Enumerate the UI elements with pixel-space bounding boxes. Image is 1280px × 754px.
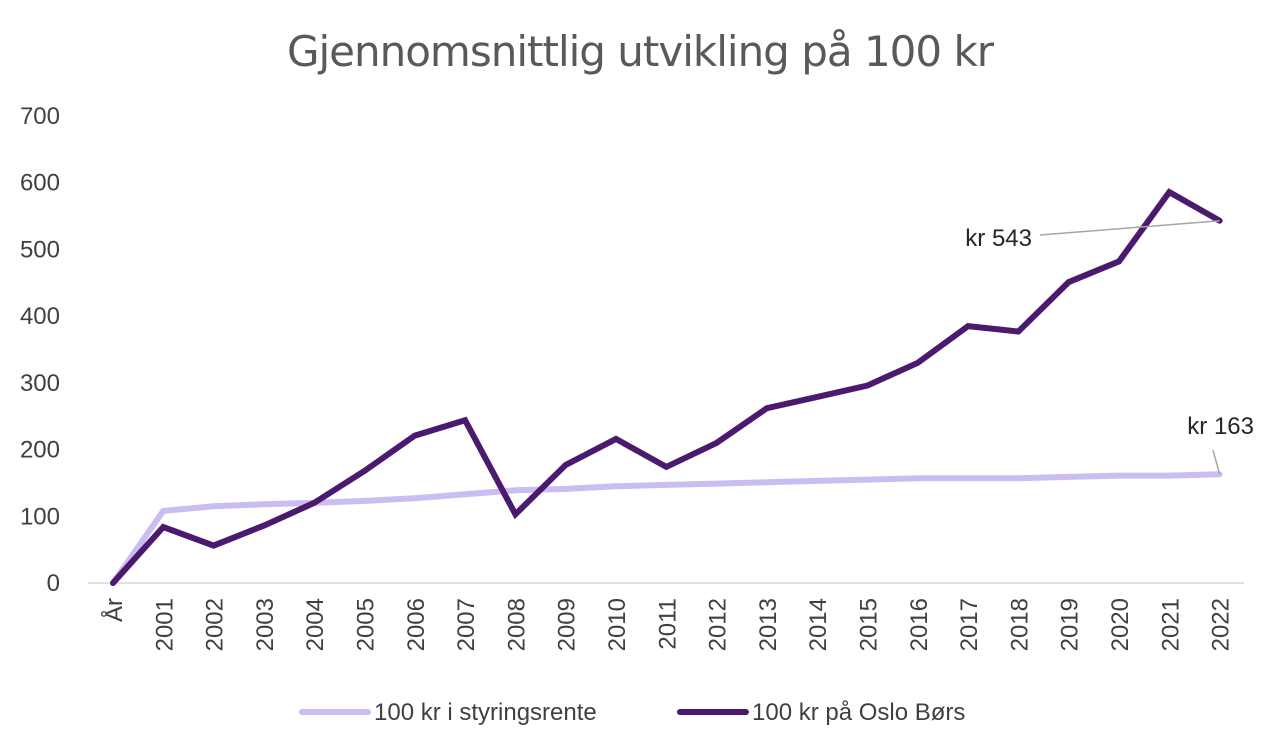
y-axis: 0 100 200 300 400 500 600 700 <box>20 103 60 597</box>
x-tick-label: 2012 <box>705 598 732 651</box>
x-tick-label: 2008 <box>503 598 530 651</box>
x-tick-label: 2018 <box>1006 598 1033 651</box>
x-tick-label: 2004 <box>302 598 329 651</box>
series-line-styringsrente <box>110 471 1223 586</box>
x-tick-label: 2017 <box>956 598 983 651</box>
series-line-oslo-bors <box>110 188 1223 586</box>
x-tick-label: 2001 <box>151 598 178 651</box>
x-tick-label: 2010 <box>604 598 631 651</box>
x-tick-label: 2002 <box>202 598 229 651</box>
y-tick-label: 0 <box>47 570 60 597</box>
x-tick-label: 2011 <box>654 598 681 650</box>
x-tick-label: 2013 <box>755 598 782 651</box>
x-tick-label: 2020 <box>1107 598 1134 651</box>
y-tick-label: 100 <box>20 503 60 530</box>
y-tick-label: 600 <box>20 170 60 197</box>
annotation-label: kr 543 <box>965 225 1032 252</box>
x-tick-label: 2016 <box>906 598 933 651</box>
x-tick-label: 2009 <box>554 598 581 651</box>
x-tick-label: 2014 <box>805 598 832 651</box>
legend: 100 kr i styringsrente 100 kr på Oslo Bør… <box>299 699 965 726</box>
x-axis: År 2001 2002 2003 2004 2005 2006 2007 2008 2009 20… <box>88 582 1244 651</box>
annotation-leader-line <box>1212 449 1221 475</box>
legend-label: 100 kr i styringsrente <box>374 699 597 726</box>
x-tick-label: 2022 <box>1208 598 1235 651</box>
plot-area <box>110 188 1223 586</box>
x-tick-label: 2007 <box>453 598 480 651</box>
x-tick-label: 2019 <box>1057 598 1084 651</box>
x-tick-label: 2003 <box>252 598 279 651</box>
annotations: kr 543 kr 163 <box>965 219 1254 475</box>
y-tick-label: 200 <box>20 437 60 464</box>
y-tick-label: 500 <box>20 236 60 263</box>
x-tick-label: År <box>100 598 128 622</box>
legend-label: 100 kr på Oslo Børs <box>752 699 965 726</box>
x-tick-label: 2005 <box>353 598 380 651</box>
annotation-leader-line <box>1039 219 1220 236</box>
annotation-label: kr 163 <box>1187 413 1254 440</box>
y-tick-label: 700 <box>20 103 60 130</box>
chart-title: Gjennomsnittlig utvikling på 100 kr <box>287 27 995 76</box>
x-tick-label: 2015 <box>856 598 883 651</box>
x-tick-label: 2006 <box>403 598 430 651</box>
x-tick-label: 2021 <box>1157 598 1184 651</box>
y-tick-label: 400 <box>20 303 60 330</box>
y-tick-label: 300 <box>20 370 60 397</box>
